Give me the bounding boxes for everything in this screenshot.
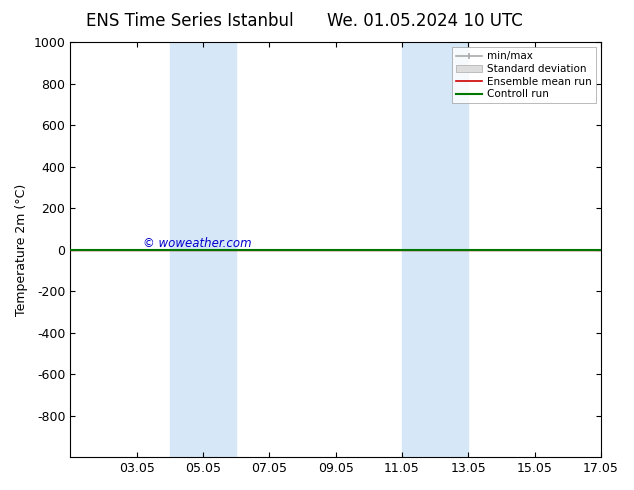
Bar xyxy=(402,42,469,457)
Legend: min/max, Standard deviation, Ensemble mean run, Controll run: min/max, Standard deviation, Ensemble me… xyxy=(451,47,596,103)
Text: ENS Time Series Istanbul: ENS Time Series Istanbul xyxy=(86,12,294,30)
Text: © woweather.com: © woweather.com xyxy=(143,237,252,250)
Y-axis label: Temperature 2m (°C): Temperature 2m (°C) xyxy=(15,183,28,316)
Text: We. 01.05.2024 10 UTC: We. 01.05.2024 10 UTC xyxy=(327,12,522,30)
Bar xyxy=(170,42,236,457)
